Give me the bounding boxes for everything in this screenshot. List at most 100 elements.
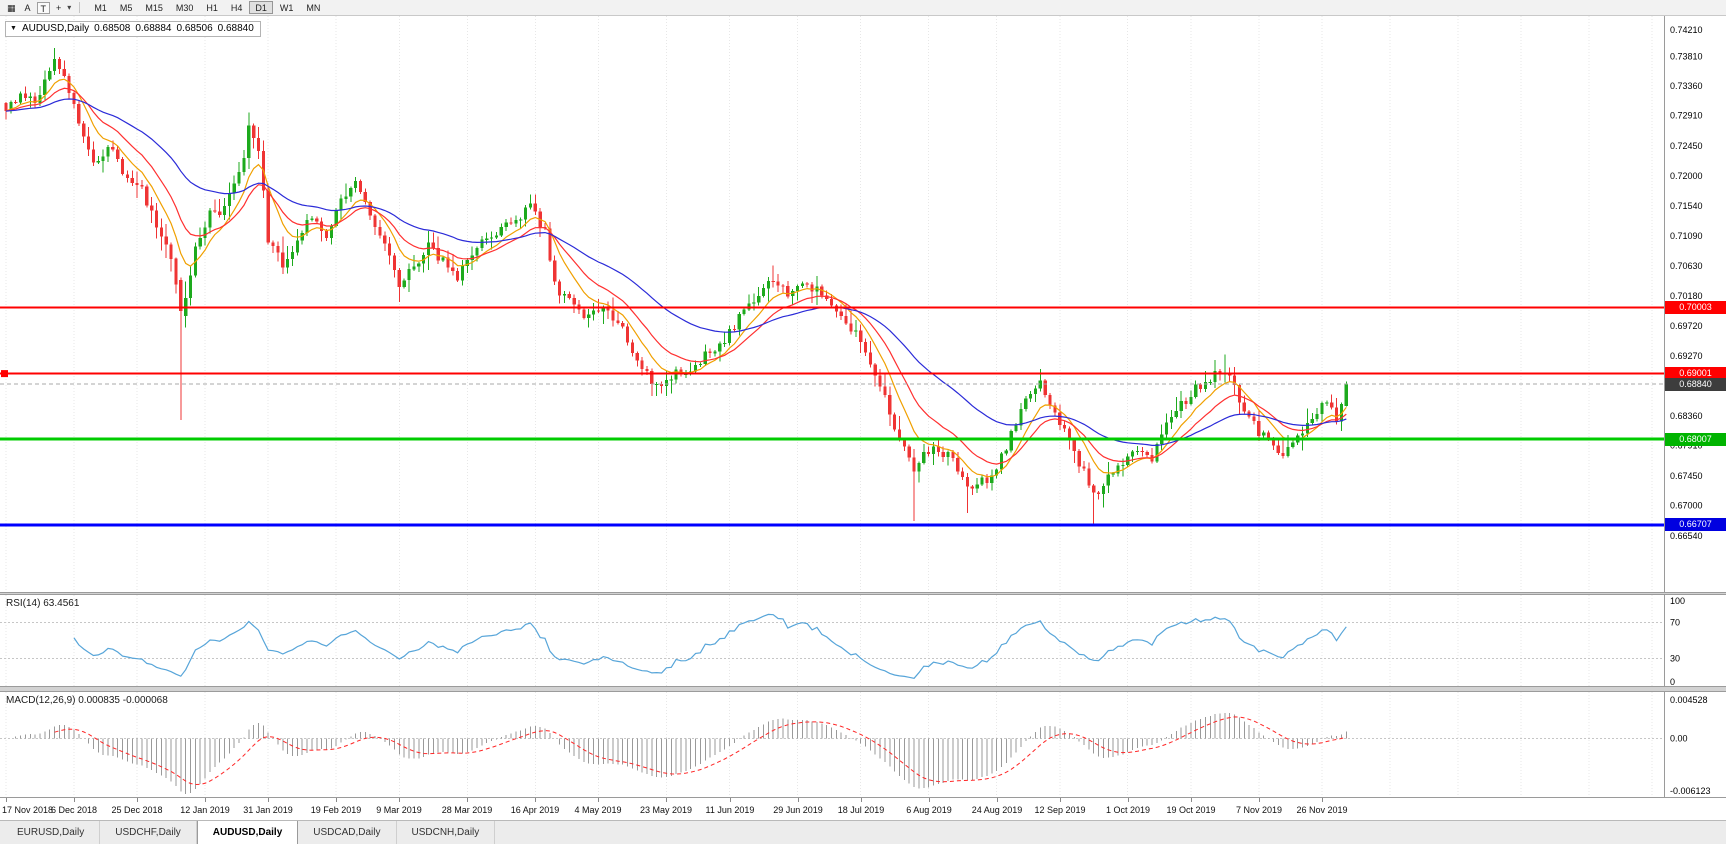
chart-tab-eurusd-daily[interactable]: EURUSD,Daily [2,821,101,844]
macd-signal-line [54,716,1347,786]
price-badge-0.69001: 0.69001 [1665,367,1726,380]
text-tool-button[interactable]: T [36,1,51,14]
timeframe-button-d1[interactable]: D1 [249,1,273,14]
timeframe-button-m30[interactable]: M30 [175,3,194,13]
date-label: 11 Jun 2019 [705,805,755,815]
timeframe-button-m15[interactable]: M15 [145,3,163,13]
date-tick [6,798,7,802]
svg-text:0.71540: 0.71540 [1670,201,1703,211]
date-tick [399,798,400,802]
date-label: 12 Jan 2019 [180,805,230,815]
date-label: 31 Jan 2019 [243,805,293,815]
chart-tab-usdcnh-daily[interactable]: USDCNH,Daily [396,821,496,844]
svg-text:0.70630: 0.70630 [1670,261,1703,271]
svg-text:0.74210: 0.74210 [1670,25,1703,35]
rsi-levels [0,621,1664,660]
timeframe-button-h1[interactable]: H1 [206,3,218,13]
price-axis-labels: 0.74210 0.73810 0.73360 0.72910 0.72450 0.720… [1670,25,1703,541]
date-tick [268,798,269,802]
svg-text:0.72000: 0.72000 [1670,171,1703,181]
date-label: 28 Mar 2019 [441,805,493,815]
date-tick [798,798,799,802]
date-label: 26 Nov 2019 [1296,805,1348,815]
date-label: 19 Oct 2019 [1166,805,1216,815]
timeframe-button-h4[interactable]: H4 [230,3,243,13]
date-tick [535,798,536,802]
date-axis: 17 Nov 2018 6 Dec 2018 25 Dec 2018 12 Jan 2… [0,797,1726,820]
svg-text:0.73810: 0.73810 [1670,51,1703,61]
date-label: 7 Nov 2019 [1235,805,1283,815]
line-drag-handle[interactable] [1,370,8,378]
date-tick [666,798,667,802]
candle-bodies-down [4,59,1339,495]
macd-axis-labels: 0.004528 0.00 -0.006123 [1670,695,1711,796]
macd-panel-separator[interactable] [0,686,1726,692]
collapse-trade-panel-icon[interactable]: ▼ [10,25,17,32]
date-label: 12 Sep 2019 [1034,805,1086,815]
ma-line-16 [5,87,1347,465]
svg-text:0.67450: 0.67450 [1670,471,1703,481]
dropdown-caret-icon[interactable]: ▾ [67,3,72,12]
chart-tab-audusd-daily[interactable]: AUDUSD,Daily [196,821,299,844]
rsi-panel-separator[interactable] [0,592,1726,595]
date-label: 9 Mar 2019 [376,805,422,815]
rsi-line [73,613,1347,679]
timeframe-button-mn[interactable]: MN [306,3,321,13]
svg-text:0.00: 0.00 [1670,733,1688,743]
rsi-indicator-label: RSI(14) 63.4561 [6,598,80,609]
svg-text:0.67000: 0.67000 [1670,501,1703,511]
toolbar: ▦ A T + ▾ M1 M5 M15 M30 H1 H4 D1 W1 MN [0,0,1726,16]
timeframe-button-w1[interactable]: W1 [279,3,294,13]
date-tick [1128,798,1129,802]
date-label: 4 May 2019 [574,805,622,815]
date-tick [598,798,599,802]
chart-window-icon[interactable]: ▦ [7,2,16,13]
date-label: 6 Dec 2018 [50,805,98,815]
price-badge-0.70003: 0.70003 [1665,301,1726,314]
svg-text:0.71090: 0.71090 [1670,231,1703,241]
svg-text:0.69270: 0.69270 [1670,351,1703,361]
svg-text:0.70180: 0.70180 [1670,291,1703,301]
date-label: 19 Feb 2019 [310,805,362,815]
date-label: 6 Aug 2019 [906,805,952,815]
date-label: 25 Dec 2018 [111,805,163,815]
date-label: 18 Jul 2019 [837,805,885,815]
date-tick [1191,798,1192,802]
date-label: 24 Aug 2019 [971,805,1023,815]
svg-text:0.68360: 0.68360 [1670,411,1703,421]
date-tick [137,798,138,802]
ma-line-8 [5,78,1347,478]
svg-text:30: 30 [1670,654,1680,664]
svg-text:0: 0 [1670,677,1675,687]
toolbar-separator [79,2,81,13]
date-tick [467,798,468,802]
chart-tab-usdcad-daily[interactable]: USDCAD,Daily [298,821,397,844]
symbol-label: AUDUSD,Daily [21,23,90,34]
date-label: 23 May 2019 [639,805,693,815]
price-badge-0.68007: 0.68007 [1665,433,1726,446]
date-tick [205,798,206,802]
svg-text:0.72910: 0.72910 [1670,111,1703,121]
date-label: 16 Apr 2019 [510,805,560,815]
date-tick [730,798,731,802]
timeframe-button-m5[interactable]: M5 [119,3,133,13]
date-tick [997,798,998,802]
timeframe-group: M1 M5 M15 M30 H1 H4 D1 W1 MN [88,1,326,14]
date-label: 29 Jun 2019 [773,805,823,815]
ohlc-close: 0.68840 [217,23,254,34]
price-badge-0.66707: 0.66707 [1665,518,1726,531]
ohlc-open: 0.68508 [94,23,131,34]
date-tick [74,798,75,802]
svg-text:0.004528: 0.004528 [1670,695,1708,705]
svg-text:0.66540: 0.66540 [1670,531,1703,541]
macd-indicator-label: MACD(12,26,9) 0.000835 -0.000068 [6,695,168,706]
ohlc-high: 0.68884 [135,23,172,34]
chart-tab-bar: EURUSD,Daily USDCHF,Daily AUDUSD,Daily USDC… [0,820,1726,844]
date-tick [1322,798,1323,802]
timeframe-button-m1[interactable]: M1 [94,3,107,13]
chart-tab-usdchf-daily[interactable]: USDCHF,Daily [100,821,197,844]
crosshair-icon[interactable]: + [56,2,62,13]
auto-scroll-button[interactable]: A [24,2,31,13]
date-label: 17 Nov 2018 [2,805,54,815]
